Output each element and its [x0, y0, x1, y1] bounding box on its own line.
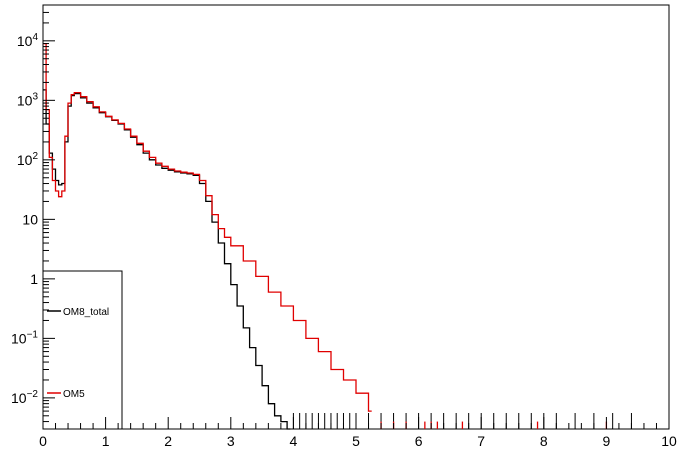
y-tick-label: 10−1 — [11, 329, 38, 346]
legend-label-om8-total: OM8_total — [63, 307, 109, 318]
x-tick-label: 0 — [39, 433, 47, 449]
x-tick-label: 5 — [352, 433, 360, 449]
legend-label-om5: OM5 — [63, 389, 85, 400]
x-tick-label: 6 — [415, 433, 423, 449]
x-tick-label: 2 — [164, 433, 172, 449]
axes: 0 1 2 3 4 5 6 7 8 9 10 10−2 10−1 1 10 102 103 104 — [11, 4, 677, 449]
series-line-om8-total — [43, 89, 291, 430]
legend-box — [42, 270, 123, 430]
x-tick-label: 1 — [102, 433, 110, 449]
series-line-om5 — [43, 42, 372, 412]
legend: OM8_total OM5 — [42, 270, 123, 430]
x-tick-label: 10 — [661, 433, 677, 449]
y-tick-label: 10 — [22, 211, 38, 227]
x-tick-label: 4 — [290, 433, 298, 449]
x-tick-label: 7 — [477, 433, 485, 449]
y-tick-label: 102 — [17, 151, 39, 168]
y-tick-label: 10−2 — [11, 389, 38, 406]
plot-frame — [42, 4, 670, 430]
x-tick-label: 3 — [227, 433, 235, 449]
y-tick-label: 1 — [30, 271, 38, 287]
x-tick-label: 9 — [603, 433, 611, 449]
y-tick-label: 103 — [17, 91, 39, 108]
y-tick-label: 104 — [17, 32, 39, 49]
x-tick-label: 8 — [540, 433, 548, 449]
